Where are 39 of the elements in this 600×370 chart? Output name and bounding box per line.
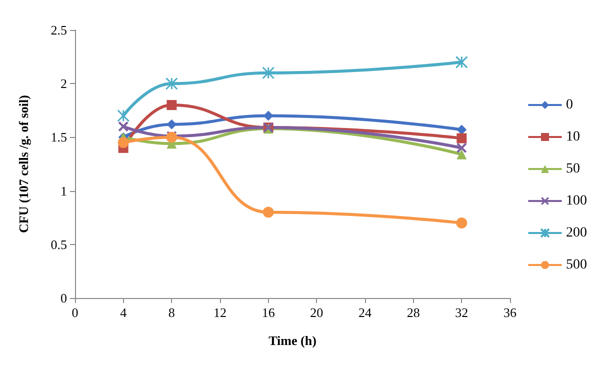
point	[456, 149, 467, 160]
y-tick-label: 0.5	[50, 236, 67, 252]
point	[456, 142, 467, 153]
point	[166, 119, 177, 130]
y-tick-label: 1	[60, 183, 67, 198]
y-tick-label: 1.5	[50, 130, 67, 145]
x-tick-label: 36	[504, 305, 517, 320]
legend-label: 10	[566, 130, 580, 144]
point	[262, 206, 274, 218]
x-tick-label: 0	[72, 305, 78, 320]
legend-label: 0	[566, 98, 573, 112]
point	[117, 110, 130, 122]
y-axis-title: CFU (107 cells /g. of soil)	[16, 95, 31, 233]
y-tick-label: 0	[60, 290, 67, 306]
x-tick-label: 4	[120, 305, 128, 320]
point	[456, 124, 467, 135]
point	[166, 100, 177, 110]
legend-label: 100	[566, 194, 587, 208]
point	[165, 77, 178, 90]
y-tick-label: 2.5	[50, 22, 67, 38]
point	[262, 66, 275, 80]
x-tick-label: 24	[358, 305, 372, 320]
x-tick-label: 16	[262, 305, 276, 320]
x-tick-label: 28	[406, 305, 420, 320]
x-tick-label: 8	[168, 305, 175, 320]
y-tick-label: 2	[60, 76, 67, 92]
x-axis-title: Time (h)	[268, 333, 316, 348]
x-tick-label: 20	[310, 305, 324, 320]
x-tick-label: 32	[455, 305, 468, 320]
legend-label: 500	[566, 258, 587, 272]
point	[263, 110, 274, 121]
legend-label: 50	[566, 162, 580, 176]
point	[118, 121, 128, 132]
point	[118, 137, 129, 148]
point	[456, 133, 467, 144]
x-tick-label: 12	[214, 305, 226, 320]
point	[455, 56, 468, 68]
point	[456, 217, 468, 228]
legend-label: 200	[566, 226, 587, 240]
